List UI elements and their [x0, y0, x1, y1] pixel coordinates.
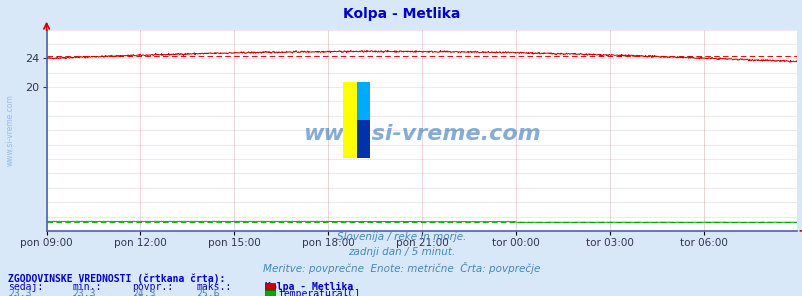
- Bar: [356, 82, 370, 120]
- Text: 14,2: 14,2: [196, 295, 220, 296]
- Text: sedaj:: sedaj:: [8, 282, 43, 292]
- Text: maks.:: maks.:: [196, 282, 232, 292]
- Text: 23,3: 23,3: [72, 289, 95, 296]
- Text: 25,6: 25,6: [196, 289, 220, 296]
- Text: www.si-vreme.com: www.si-vreme.com: [302, 124, 541, 144]
- Text: min.:: min.:: [72, 282, 102, 292]
- Text: temperatura[C]: temperatura[C]: [278, 289, 360, 296]
- Text: Meritve: povprečne  Enote: metrične  Črta: povprečje: Meritve: povprečne Enote: metrične Črta:…: [262, 262, 540, 274]
- Bar: [342, 82, 356, 158]
- Text: Kolpa - Metlika: Kolpa - Metlika: [265, 282, 353, 292]
- Text: 11,8: 11,8: [8, 295, 31, 296]
- Text: Slovenija / reke in morje.: Slovenija / reke in morje.: [336, 232, 466, 242]
- Bar: [356, 120, 370, 158]
- Text: www.si-vreme.com: www.si-vreme.com: [6, 94, 15, 166]
- Text: povpr.:: povpr.:: [132, 282, 173, 292]
- Text: 24,3: 24,3: [132, 289, 156, 296]
- Text: Kolpa - Metlika: Kolpa - Metlika: [342, 7, 460, 21]
- Text: 13,0: 13,0: [132, 295, 156, 296]
- Text: 11,8: 11,8: [72, 295, 95, 296]
- Text: ZGODOVINSKE VREDNOSTI (črtkana črta):: ZGODOVINSKE VREDNOSTI (črtkana črta):: [8, 274, 225, 284]
- Text: zadnji dan / 5 minut.: zadnji dan / 5 minut.: [347, 247, 455, 257]
- Text: pretok[m3/s]: pretok[m3/s]: [278, 295, 349, 296]
- Text: 23,3: 23,3: [8, 289, 31, 296]
